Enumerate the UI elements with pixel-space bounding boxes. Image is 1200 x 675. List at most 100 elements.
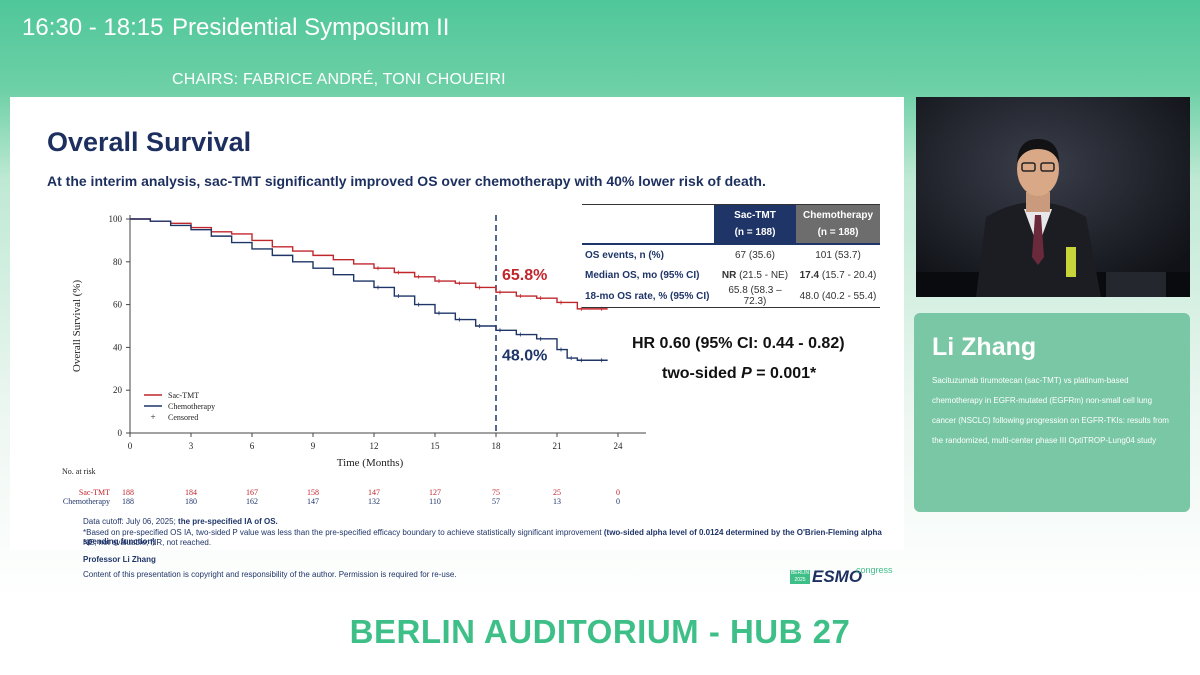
legend-label-censored: Censored [168,413,198,422]
censor-mark [599,358,604,363]
at-risk-value: 147 [368,488,380,497]
presenter-credit: Professor Li Zhang [83,555,156,564]
summary-table: Sac-TMT (n = 188) Chemotherapy (n = 188) O… [582,204,880,308]
table-row: 18-mo OS rate, % (95% CI) 65.8 (58.3 – 7… [582,285,880,308]
censor-mark [498,328,502,333]
km-chart: 0 3 6 9 12 15 18 21 24 0 20 40 60 80 100 Time (Months) O… [62,214,646,506]
x-tick-label: 15 [431,441,441,451]
at-risk-value: 184 [185,488,197,497]
y-tick-label: 40 [113,342,123,352]
presentation-slide: 0 3 6 9 12 15 18 21 24 0 20 40 60 80 100 Time (Months) O… [10,97,904,550]
x-tick-label: 24 [614,441,624,451]
censor-mark [416,274,421,279]
censor-mark [457,281,462,286]
at-risk-value: 25 [553,488,561,497]
y-tick-label: 20 [113,385,123,395]
x-tick-label: 9 [311,441,316,451]
y-tick-label: 80 [113,257,123,267]
session-chairs: CHAIRS: FABRICE ANDRÉ, TONI CHOUEIRI [172,71,506,88]
at-risk-value: 167 [246,488,258,497]
session-title: Presidential Symposium II [172,14,450,41]
room-name: BERLIN AUDITORIUM - HUB 27 [349,613,851,650]
censor-mark [376,285,380,290]
at-risk-label: Sac-TMT [79,488,110,497]
speaker-name: Li Zhang [932,333,1037,361]
p-value: two-sided P = 0.001* [662,365,817,382]
censor-mark [599,306,604,311]
censor-mark [498,290,502,295]
x-tick-label: 3 [189,441,194,451]
censor-mark [457,317,462,322]
censor-mark [538,336,543,341]
censor-mark [437,279,441,284]
at-risk-value: 180 [185,497,197,506]
censor-mark [579,306,584,311]
speaker-video [916,97,1190,297]
x-tick-label: 12 [370,441,379,451]
at-risk-value: 147 [307,497,319,506]
series-line-sac-tmt [130,218,608,310]
legend-label-sac: Sac-TMT [168,391,199,400]
legend-censor-mark: + [150,412,155,422]
talk-title: Sacituzumab tirumotecan (sac-TMT) vs pla… [932,376,1169,445]
speaker-figure [916,97,1190,297]
logo-brand: ESMO [812,567,863,586]
series-line-chemotherapy [130,218,608,361]
at-risk-value: 110 [429,497,441,506]
x-tick-label: 0 [128,441,133,451]
censor-mark [569,356,574,361]
footnote-abbrev: NE, not evaluable; NR, not reached. [83,538,212,547]
y-tick-label: 60 [113,300,123,310]
censor-mark [518,294,523,299]
at-risk-value: 0 [616,497,620,506]
censor-mark [579,358,584,363]
annotation-sac-18mo: 65.8% [502,267,547,284]
censor-mark [559,300,563,305]
x-tick-label: 6 [250,441,255,451]
censor-mark [396,294,401,299]
slide-title: Overall Survival [47,127,252,157]
at-risk-label: Chemotherapy [63,497,110,506]
censor-mark [437,311,441,316]
at-risk-value: 188 [122,497,134,506]
logo-suffix: congress [856,565,893,575]
footnote-pvalue: *Based on pre-specified OS IA, two-sided… [83,528,882,546]
logo-city-badge: BERLIN 2025 [790,570,810,584]
x-tick-label: 18 [492,441,502,451]
col-header-sac: Sac-TMT (n = 188) [714,204,796,244]
censor-mark [477,324,482,328]
at-risk-value: 162 [246,497,258,506]
at-risk-value: 132 [368,497,380,506]
annotation-chemo-18mo: 48.0% [502,347,547,364]
hazard-ratio: HR 0.60 (95% CI: 0.44 - 0.82) [632,335,845,352]
table-row: OS events, n (%) 67 (35.6) 101 (53.7) [582,243,880,265]
speaker-card: Li Zhang Sacituzumab tirumotecan (sac-TM… [914,313,1190,512]
session-time: 16:30 - 18:15 [22,14,164,41]
censor-mark [477,285,482,290]
footnote-cutoff: Data cutoff: July 06, 2025; the pre-spec… [83,517,278,526]
slide-subtitle: At the interim analysis, sac-TMT signifi… [47,173,766,189]
y-axis-title: Overall Survival (%) [71,280,83,373]
at-risk-value: 13 [553,497,561,506]
at-risk-value: 57 [492,497,500,506]
copyright-notice: Content of this presentation is copyrigh… [83,570,457,579]
at-risk-value: 158 [307,488,319,497]
censor-mark [559,347,563,352]
y-tick-label: 0 [118,428,123,438]
col-header-chemo: Chemotherapy (n = 188) [796,204,880,244]
censor-mark [518,332,523,337]
at-risk-value: 0 [616,488,620,497]
at-risk-value: 188 [122,488,134,497]
legend-label-chemo: Chemotherapy [168,402,215,411]
censor-mark [416,302,421,307]
x-axis-title: Time (Months) [337,457,404,469]
y-tick-label: 100 [109,214,123,224]
x-tick-label: 21 [553,441,562,451]
at-risk-value: 127 [429,488,441,497]
censor-mark [396,270,401,275]
table-row: Median OS, mo (95% CI) NR (21.5 - NE) 17… [585,269,877,281]
at-risk-value: 75 [492,488,500,497]
censor-mark [376,266,380,271]
censor-mark [538,296,543,301]
at-risk-title: No. at risk [62,467,96,476]
